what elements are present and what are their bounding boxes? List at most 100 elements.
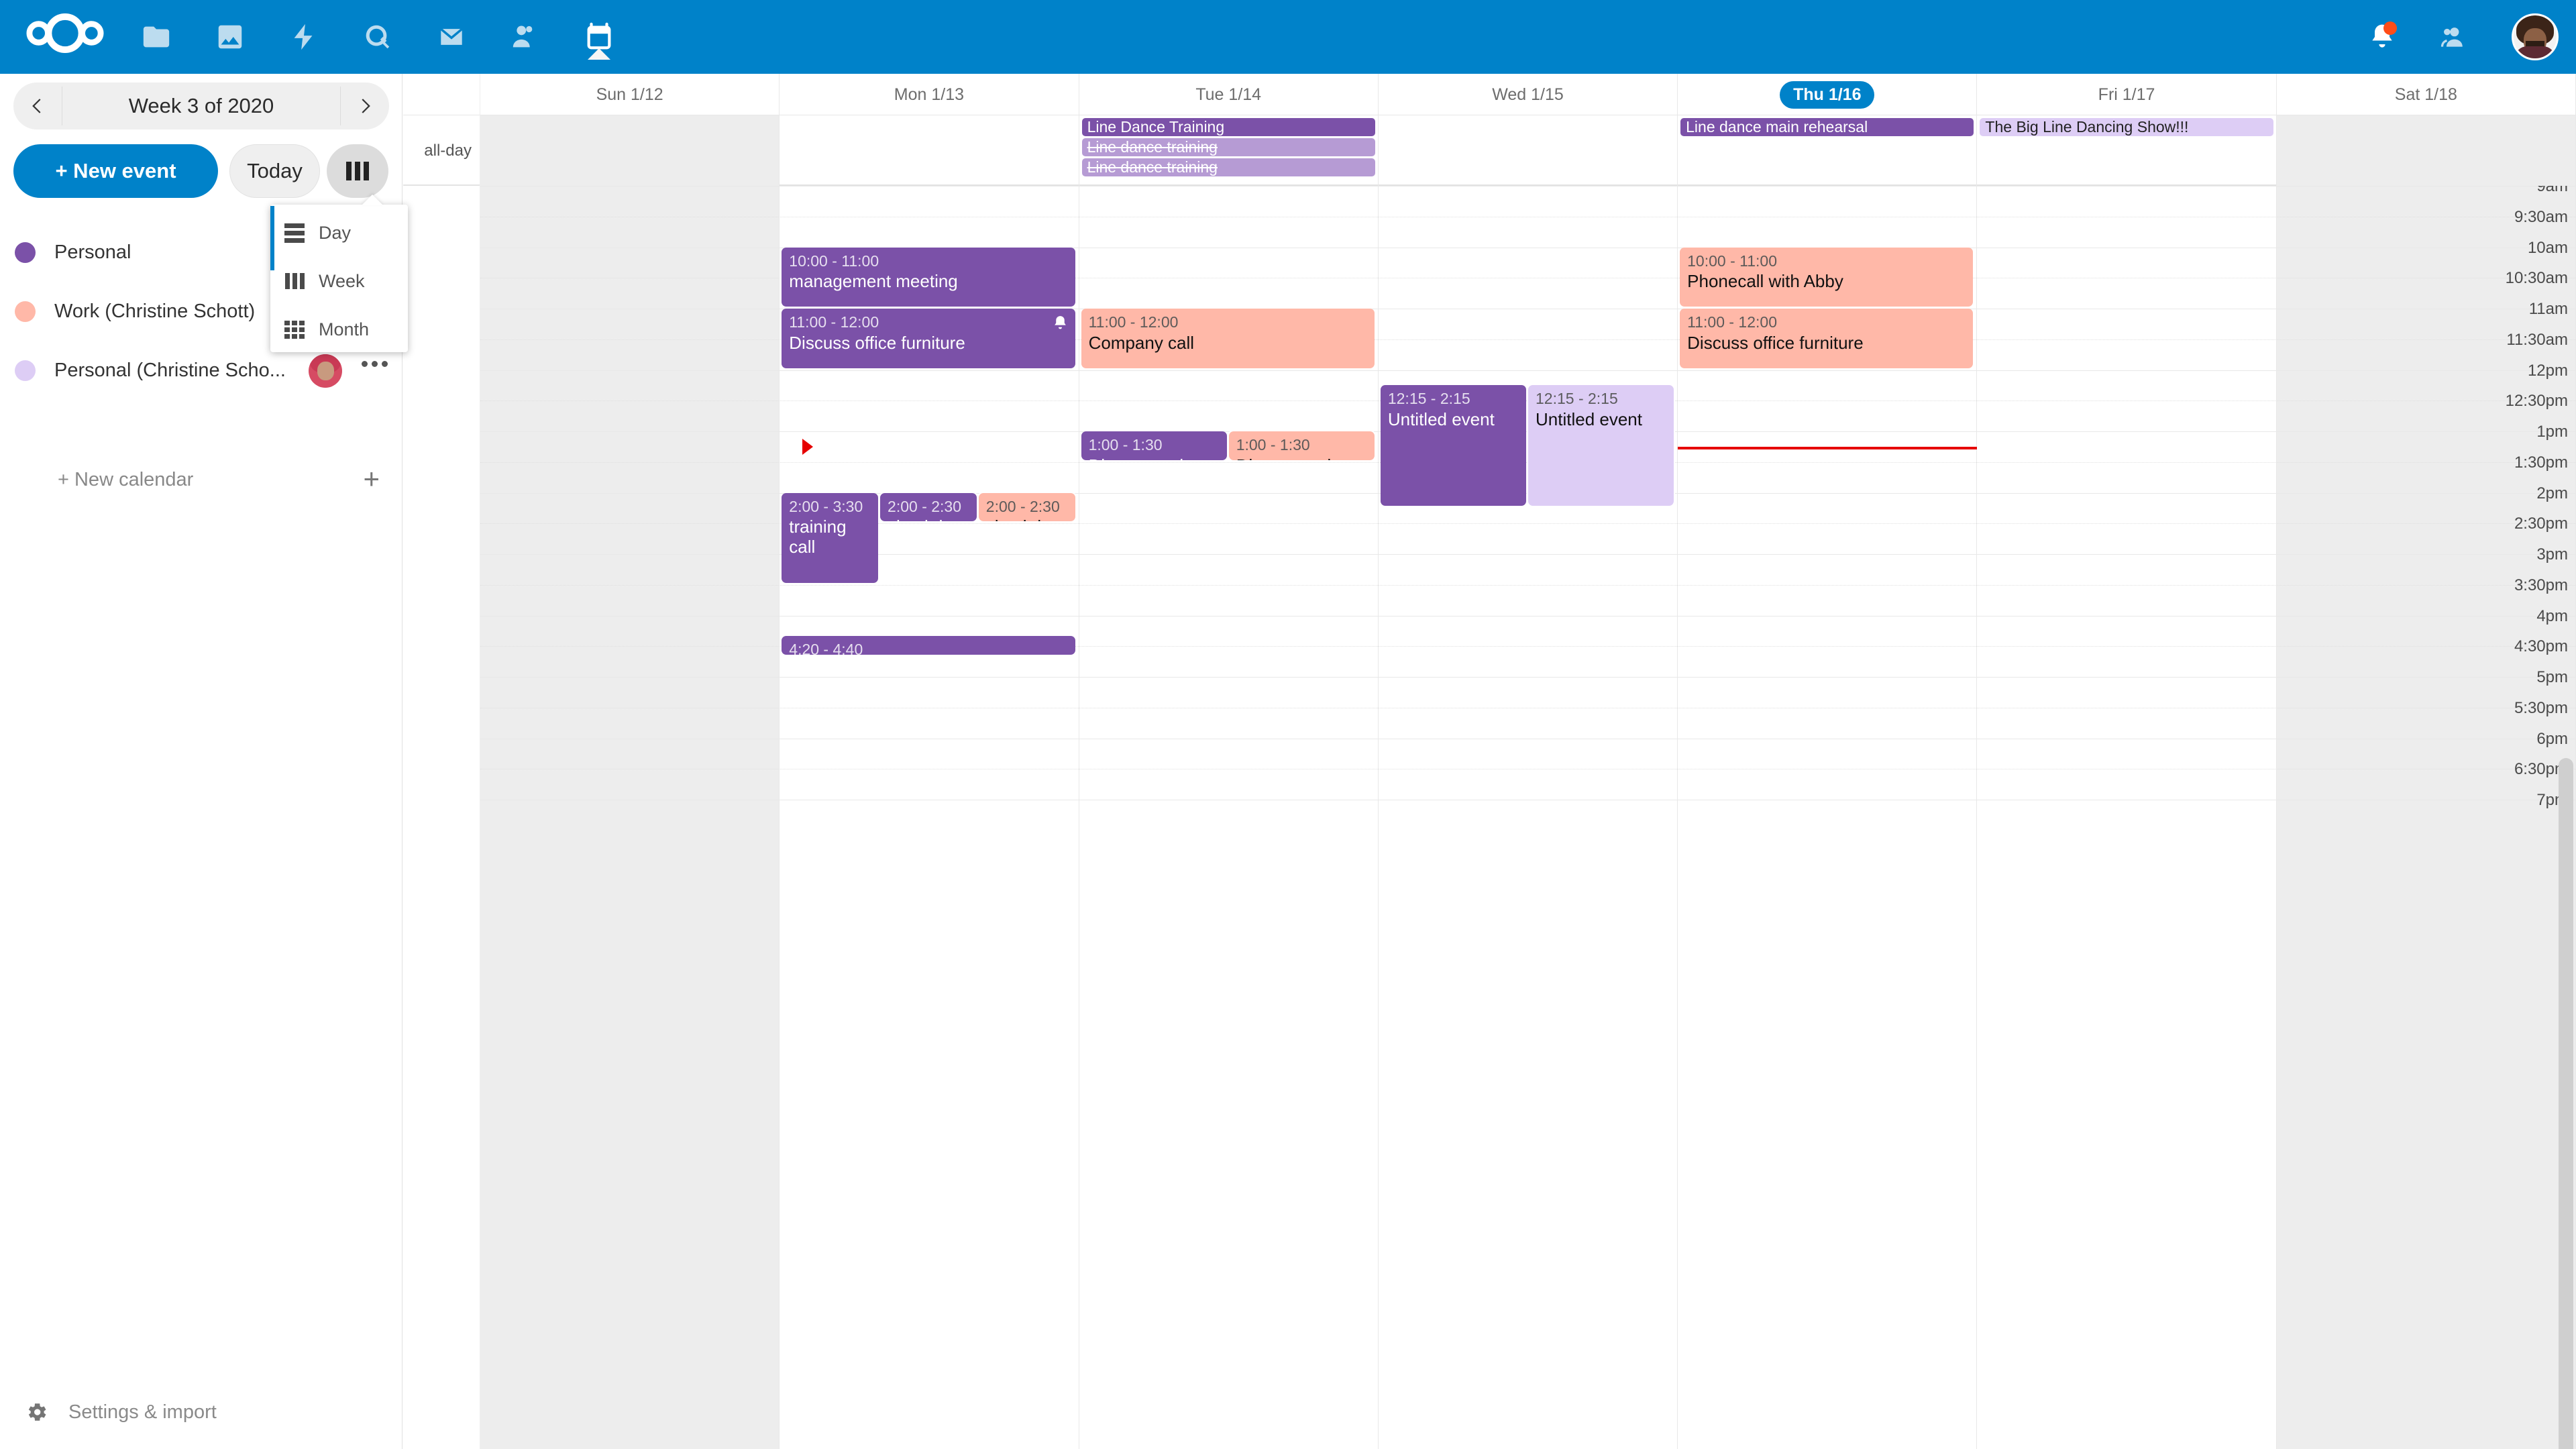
day-header-sun[interactable]: Sun 1/12 — [480, 74, 780, 115]
day-header-thu[interactable]: Thu 1/16 — [1678, 74, 1978, 115]
all-day-cell[interactable] — [1977, 115, 2277, 186]
time-grid-scroller[interactable]: 9am 9:30am 10am 10:30am 11am 11:30am 12pm 12:30… — [403, 186, 2576, 1449]
all-day-cell[interactable] — [1079, 115, 1379, 186]
event-time: 10:00 - 11:00 — [1687, 252, 1777, 270]
nextcloud-logo[interactable] — [25, 13, 105, 60]
avatar-shirt — [2515, 46, 2555, 58]
contacts-icon[interactable] — [503, 15, 547, 59]
calendar-event[interactable]: 12:15 - 2:15 Untitled event — [1528, 385, 1674, 506]
day-header-label: Tue 1/14 — [1195, 85, 1262, 104]
day-header-sat[interactable]: Sat 1/18 — [2277, 74, 2576, 115]
event-title: Discuss project announcement — [1089, 455, 1220, 460]
day-column[interactable] — [1079, 186, 1379, 1449]
new-calendar-button[interactable]: + New calendar + — [0, 456, 402, 503]
view-switcher-menu: Day Week Month — [270, 195, 408, 352]
day-column[interactable] — [2276, 186, 2576, 1449]
all-day-cell[interactable] — [2276, 115, 2576, 186]
event-title: Untitled event — [1536, 409, 1642, 430]
all-day-event[interactable]: Line dance training — [1081, 138, 1375, 156]
all-day-event[interactable]: Line dance training — [1081, 158, 1375, 176]
day-header-label: Thu 1/16 — [1780, 80, 1875, 109]
search-icon[interactable] — [356, 15, 400, 59]
menu-item-day[interactable]: Day — [270, 210, 408, 256]
calendar-event[interactable]: 1:00 - 1:30 Discuss project announcement — [1081, 431, 1227, 460]
day-header-label: Sun 1/12 — [596, 85, 663, 104]
time-axis-label: 4:30pm — [2514, 637, 2568, 656]
all-day-event[interactable]: Line dance main rehearsal — [1680, 118, 1974, 136]
day-header-fri[interactable]: Fri 1/17 — [1977, 74, 2277, 115]
all-day-cell[interactable] — [780, 115, 1079, 186]
calendar-item-label: Personal (Christine Scho... — [54, 359, 286, 381]
day-column[interactable] — [480, 186, 780, 1449]
next-week-button[interactable] — [341, 83, 389, 129]
month-view-icon — [270, 320, 319, 339]
all-day-cell[interactable] — [480, 115, 780, 186]
day-header-wed[interactable]: Wed 1/15 — [1379, 74, 1678, 115]
calendar-item-label: Work (Christine Schott) — [54, 300, 256, 322]
day-header-mon[interactable]: Mon 1/13 — [780, 74, 1079, 115]
calendar-event[interactable]: 11:00 - 12:00 Company call — [1081, 309, 1375, 368]
event-title: check-in — [986, 517, 1068, 521]
day-column[interactable] — [1977, 186, 2277, 1449]
vertical-scrollbar[interactable] — [2559, 758, 2573, 1449]
day-header-tue[interactable]: Tue 1/14 — [1079, 74, 1379, 115]
calendar-event[interactable]: 12:15 - 2:15 Untitled event — [1380, 385, 1526, 506]
calendar-event[interactable]: 2:00 - 2:30 check-in — [978, 492, 1075, 522]
current-time-indicator — [1678, 446, 1978, 449]
settings-and-import-button[interactable]: Settings & import — [0, 1389, 402, 1436]
calendar-icon[interactable] — [577, 15, 621, 60]
calendar-event[interactable]: 10:00 - 11:00 Phonecall with Abby — [1680, 247, 1974, 307]
time-axis-label: 1:30pm — [2514, 453, 2568, 472]
date-navigation: Week 3 of 2020 — [13, 83, 389, 129]
day-view-icon — [270, 223, 319, 243]
notifications-bell-icon[interactable] — [2360, 15, 2404, 59]
calendar-event[interactable]: 4:20 - 4:40purchasing dept conversation — [782, 635, 1075, 655]
view-switcher-button[interactable] — [327, 144, 388, 198]
menu-item-day-label: Day — [319, 222, 352, 243]
calendar-event[interactable]: 10:00 - 11:00 management meeting — [782, 247, 1075, 307]
calendar-actions-menu-icon[interactable] — [362, 361, 388, 367]
today-button[interactable]: Today — [229, 144, 320, 198]
new-event-button[interactable]: + New event — [13, 144, 218, 198]
all-day-event[interactable]: The Big Line Dancing Show!!! — [1980, 118, 2273, 136]
contacts-menu-icon[interactable] — [2431, 15, 2475, 59]
calendar-event[interactable]: 2:00 - 2:30 check-in — [880, 492, 977, 522]
day-column[interactable] — [1379, 186, 1678, 1449]
day-column[interactable] — [1678, 186, 1978, 1449]
user-avatar[interactable] — [2512, 13, 2559, 60]
plus-icon[interactable]: + — [363, 463, 380, 494]
day-header-label: Fri 1/17 — [2098, 85, 2155, 104]
event-time: 2:00 - 2:30 — [985, 497, 1060, 515]
calendar-event[interactable]: 1:00 - 1:30 Discuss project announcement — [1228, 431, 1375, 460]
calendar-item-personal-shared[interactable]: Personal (Christine Scho... — [0, 341, 402, 400]
time-axis-label: 12pm — [2527, 361, 2568, 380]
event-time: 11:00 - 12:00 — [1088, 313, 1179, 331]
calendar-event[interactable]: 11:00 - 12:00 Discuss office furniture — [1680, 309, 1974, 368]
files-icon[interactable] — [134, 15, 178, 59]
calendar-item-work[interactable]: Work (Christine Schott) — [0, 282, 402, 341]
mail-icon[interactable] — [429, 15, 474, 59]
time-axis-label: 9:30am — [2514, 207, 2568, 226]
previous-week-button[interactable] — [13, 83, 62, 129]
all-day-cell[interactable] — [1678, 115, 1978, 186]
calendar-event[interactable]: 11:00 - 12:00 Discuss office furniture — [782, 309, 1075, 368]
menu-item-month[interactable]: Month — [270, 307, 408, 352]
grid-line — [480, 677, 2576, 678]
event-title: Discuss project announcement — [1236, 455, 1367, 460]
shared-with-avatar — [309, 354, 342, 388]
calendar-event[interactable]: 2:00 - 3:30 training call — [782, 492, 879, 583]
week-view-icon — [346, 162, 369, 180]
menu-item-week[interactable]: Week — [270, 258, 408, 304]
day-header-label: Wed 1/15 — [1492, 85, 1564, 104]
activity-icon[interactable] — [282, 15, 326, 59]
day-column[interactable] — [780, 186, 1079, 1449]
menu-item-week-label: Week — [319, 270, 365, 291]
current-range-label[interactable]: Week 3 of 2020 — [128, 94, 274, 117]
all-day-event[interactable]: Line Dance Training — [1081, 118, 1375, 136]
time-axis-label: 1pm — [2536, 423, 2568, 441]
app-sidebar: Week 3 of 2020 + New event Today Day Wee… — [0, 74, 408, 1449]
photos-icon[interactable] — [208, 15, 252, 59]
all-day-cell[interactable] — [1379, 115, 1678, 186]
day-header-label: Mon 1/13 — [894, 85, 965, 104]
calendar-item-personal[interactable]: Personal — [0, 223, 402, 282]
